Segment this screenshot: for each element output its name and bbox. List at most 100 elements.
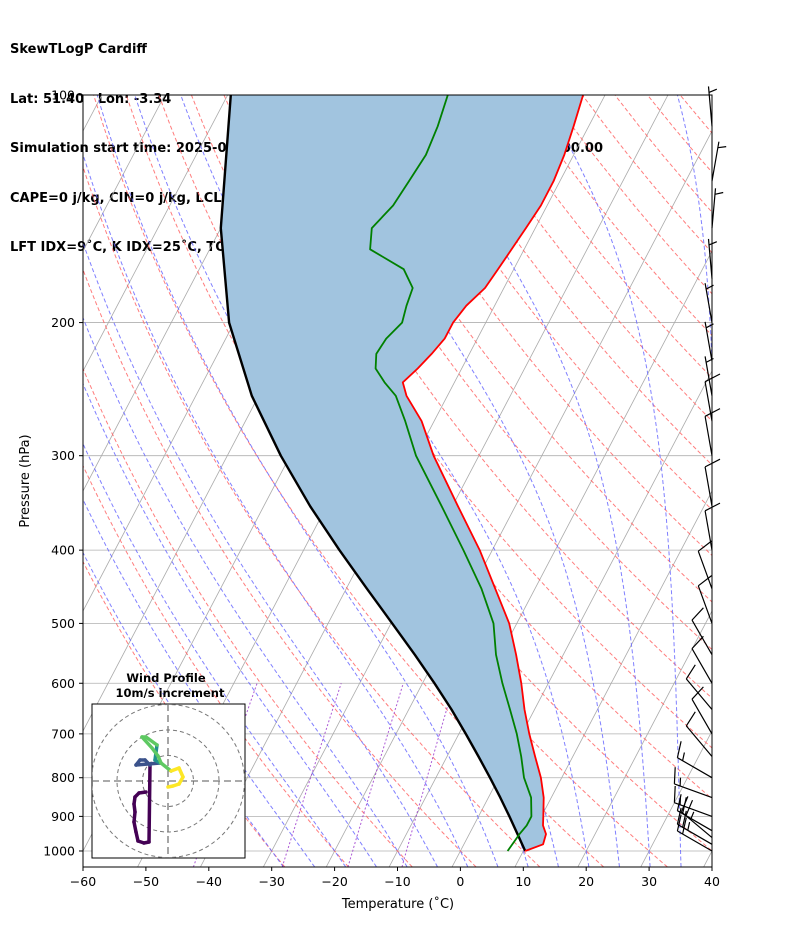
inset-subtitle: 10m/s increment — [116, 686, 225, 700]
y-tick-label: 300 — [51, 448, 75, 463]
wind-barb — [704, 321, 714, 362]
dry-adiabat — [83, 464, 349, 867]
wind-barb — [691, 686, 713, 735]
moist-adiabat — [411, 95, 651, 867]
wind-barb — [685, 711, 713, 757]
wind-barb — [704, 502, 721, 551]
dry-adiabat — [93, 95, 605, 867]
x-axis: −60 −50 −40 −30 −20 −10 0 10 20 30 40 — [70, 867, 720, 889]
dry-adiabat — [549, 95, 712, 295]
dry-adiabat — [418, 95, 712, 466]
hodograph-segment — [144, 735, 159, 747]
wind-barb — [676, 807, 713, 845]
wind-barb — [704, 283, 714, 323]
dewpoint-line — [369, 95, 533, 852]
wind-barb — [707, 86, 718, 127]
x-tick-label: 40 — [704, 874, 720, 889]
dry-adiabat — [581, 95, 712, 254]
wind-barb — [707, 238, 718, 279]
x-tick-label: −20 — [321, 874, 347, 889]
profile-lines — [219, 95, 584, 852]
y-tick-label: 200 — [51, 315, 75, 330]
x-tick-label: −10 — [384, 874, 410, 889]
wind-barb — [680, 796, 713, 839]
wind-barbs — [673, 86, 727, 852]
wind-barb — [711, 188, 724, 229]
x-tick-label: 10 — [515, 874, 531, 889]
moist-adiabat — [83, 316, 408, 867]
isotherm-line — [83, 95, 103, 132]
wind-barb — [697, 575, 713, 624]
dry-adiabat — [386, 95, 712, 511]
dry-adiabat — [256, 95, 712, 699]
isotherm-line — [703, 850, 712, 867]
x-tick-label: −40 — [196, 874, 222, 889]
dry-adiabat — [353, 95, 712, 557]
wind-profile-inset: Wind Profile 10m/s increment — [91, 671, 246, 859]
wind-barb — [704, 408, 721, 456]
x-tick-label: 0 — [456, 874, 464, 889]
moist-adiabat — [96, 95, 499, 867]
x-tick-label: 30 — [641, 874, 657, 889]
hodograph-segment — [166, 784, 175, 789]
isotherm-line — [262, 95, 669, 867]
dry-adiabat — [614, 95, 712, 213]
temperature-line — [401, 95, 584, 852]
dry-adiabat — [516, 95, 712, 337]
x-tick-label: −50 — [133, 874, 159, 889]
y-axis: 100 200 300 400 500 600 700 800 900 1000 — [43, 88, 83, 858]
x-tick-label: 20 — [578, 874, 594, 889]
y-tick-label: 1000 — [43, 843, 75, 858]
moist-adiabat — [541, 95, 682, 867]
hodograph-segment — [159, 761, 173, 773]
cin-shaded-region — [220, 95, 584, 851]
isotherm-line — [83, 95, 229, 372]
y-tick-label: 900 — [51, 809, 75, 824]
wind-barb — [676, 741, 713, 779]
mixing-ratio-line — [281, 683, 342, 867]
x-tick-label: −60 — [70, 874, 96, 889]
chart-title: SkewTLogP Cardiff — [10, 42, 147, 57]
x-tick-label: −30 — [259, 874, 285, 889]
mixing-ratio-line — [401, 683, 455, 867]
wind-barb — [673, 767, 713, 799]
isotherm-line — [577, 610, 712, 867]
moist-adiabat — [676, 95, 712, 867]
hodograph-segment — [140, 735, 154, 750]
wind-barb — [691, 607, 713, 656]
isotherm-line — [640, 730, 712, 867]
isotherm-line — [514, 490, 712, 867]
y-tick-label: 100 — [51, 88, 75, 103]
dry-adiabat — [288, 95, 712, 651]
wind-barb — [704, 356, 714, 396]
y-tick-label: 400 — [51, 543, 75, 558]
wind-barb — [673, 785, 713, 817]
wind-barb — [691, 635, 713, 684]
wind-barb — [697, 540, 713, 590]
moist-adiabat — [83, 382, 377, 867]
mixing-ratio-line — [347, 683, 404, 867]
moist-adiabat — [83, 241, 438, 867]
isotherm-line — [83, 95, 166, 252]
wind-barb — [676, 814, 713, 852]
moist-adiabat — [83, 498, 316, 867]
moist-adiabat — [312, 95, 620, 867]
y-tick-label: 500 — [51, 616, 75, 631]
wind-barb — [704, 373, 721, 422]
parcel-profile-line — [219, 95, 527, 852]
hodograph-segment — [147, 763, 152, 844]
dry-adiabat — [83, 165, 541, 867]
wind-barb — [711, 141, 727, 182]
moist-adiabat — [83, 152, 469, 867]
hodograph-segment — [134, 761, 162, 767]
wind-barb — [704, 458, 721, 507]
dry-adiabat — [647, 95, 712, 173]
moist-adiabat — [83, 442, 347, 867]
y-tick-label: 700 — [51, 726, 75, 741]
x-axis-label: Temperature (˚C) — [341, 896, 454, 912]
wind-barb — [685, 664, 713, 710]
dry-adiabat — [83, 268, 477, 867]
inset-title: Wind Profile — [126, 671, 206, 685]
y-tick-label: 800 — [51, 770, 75, 785]
